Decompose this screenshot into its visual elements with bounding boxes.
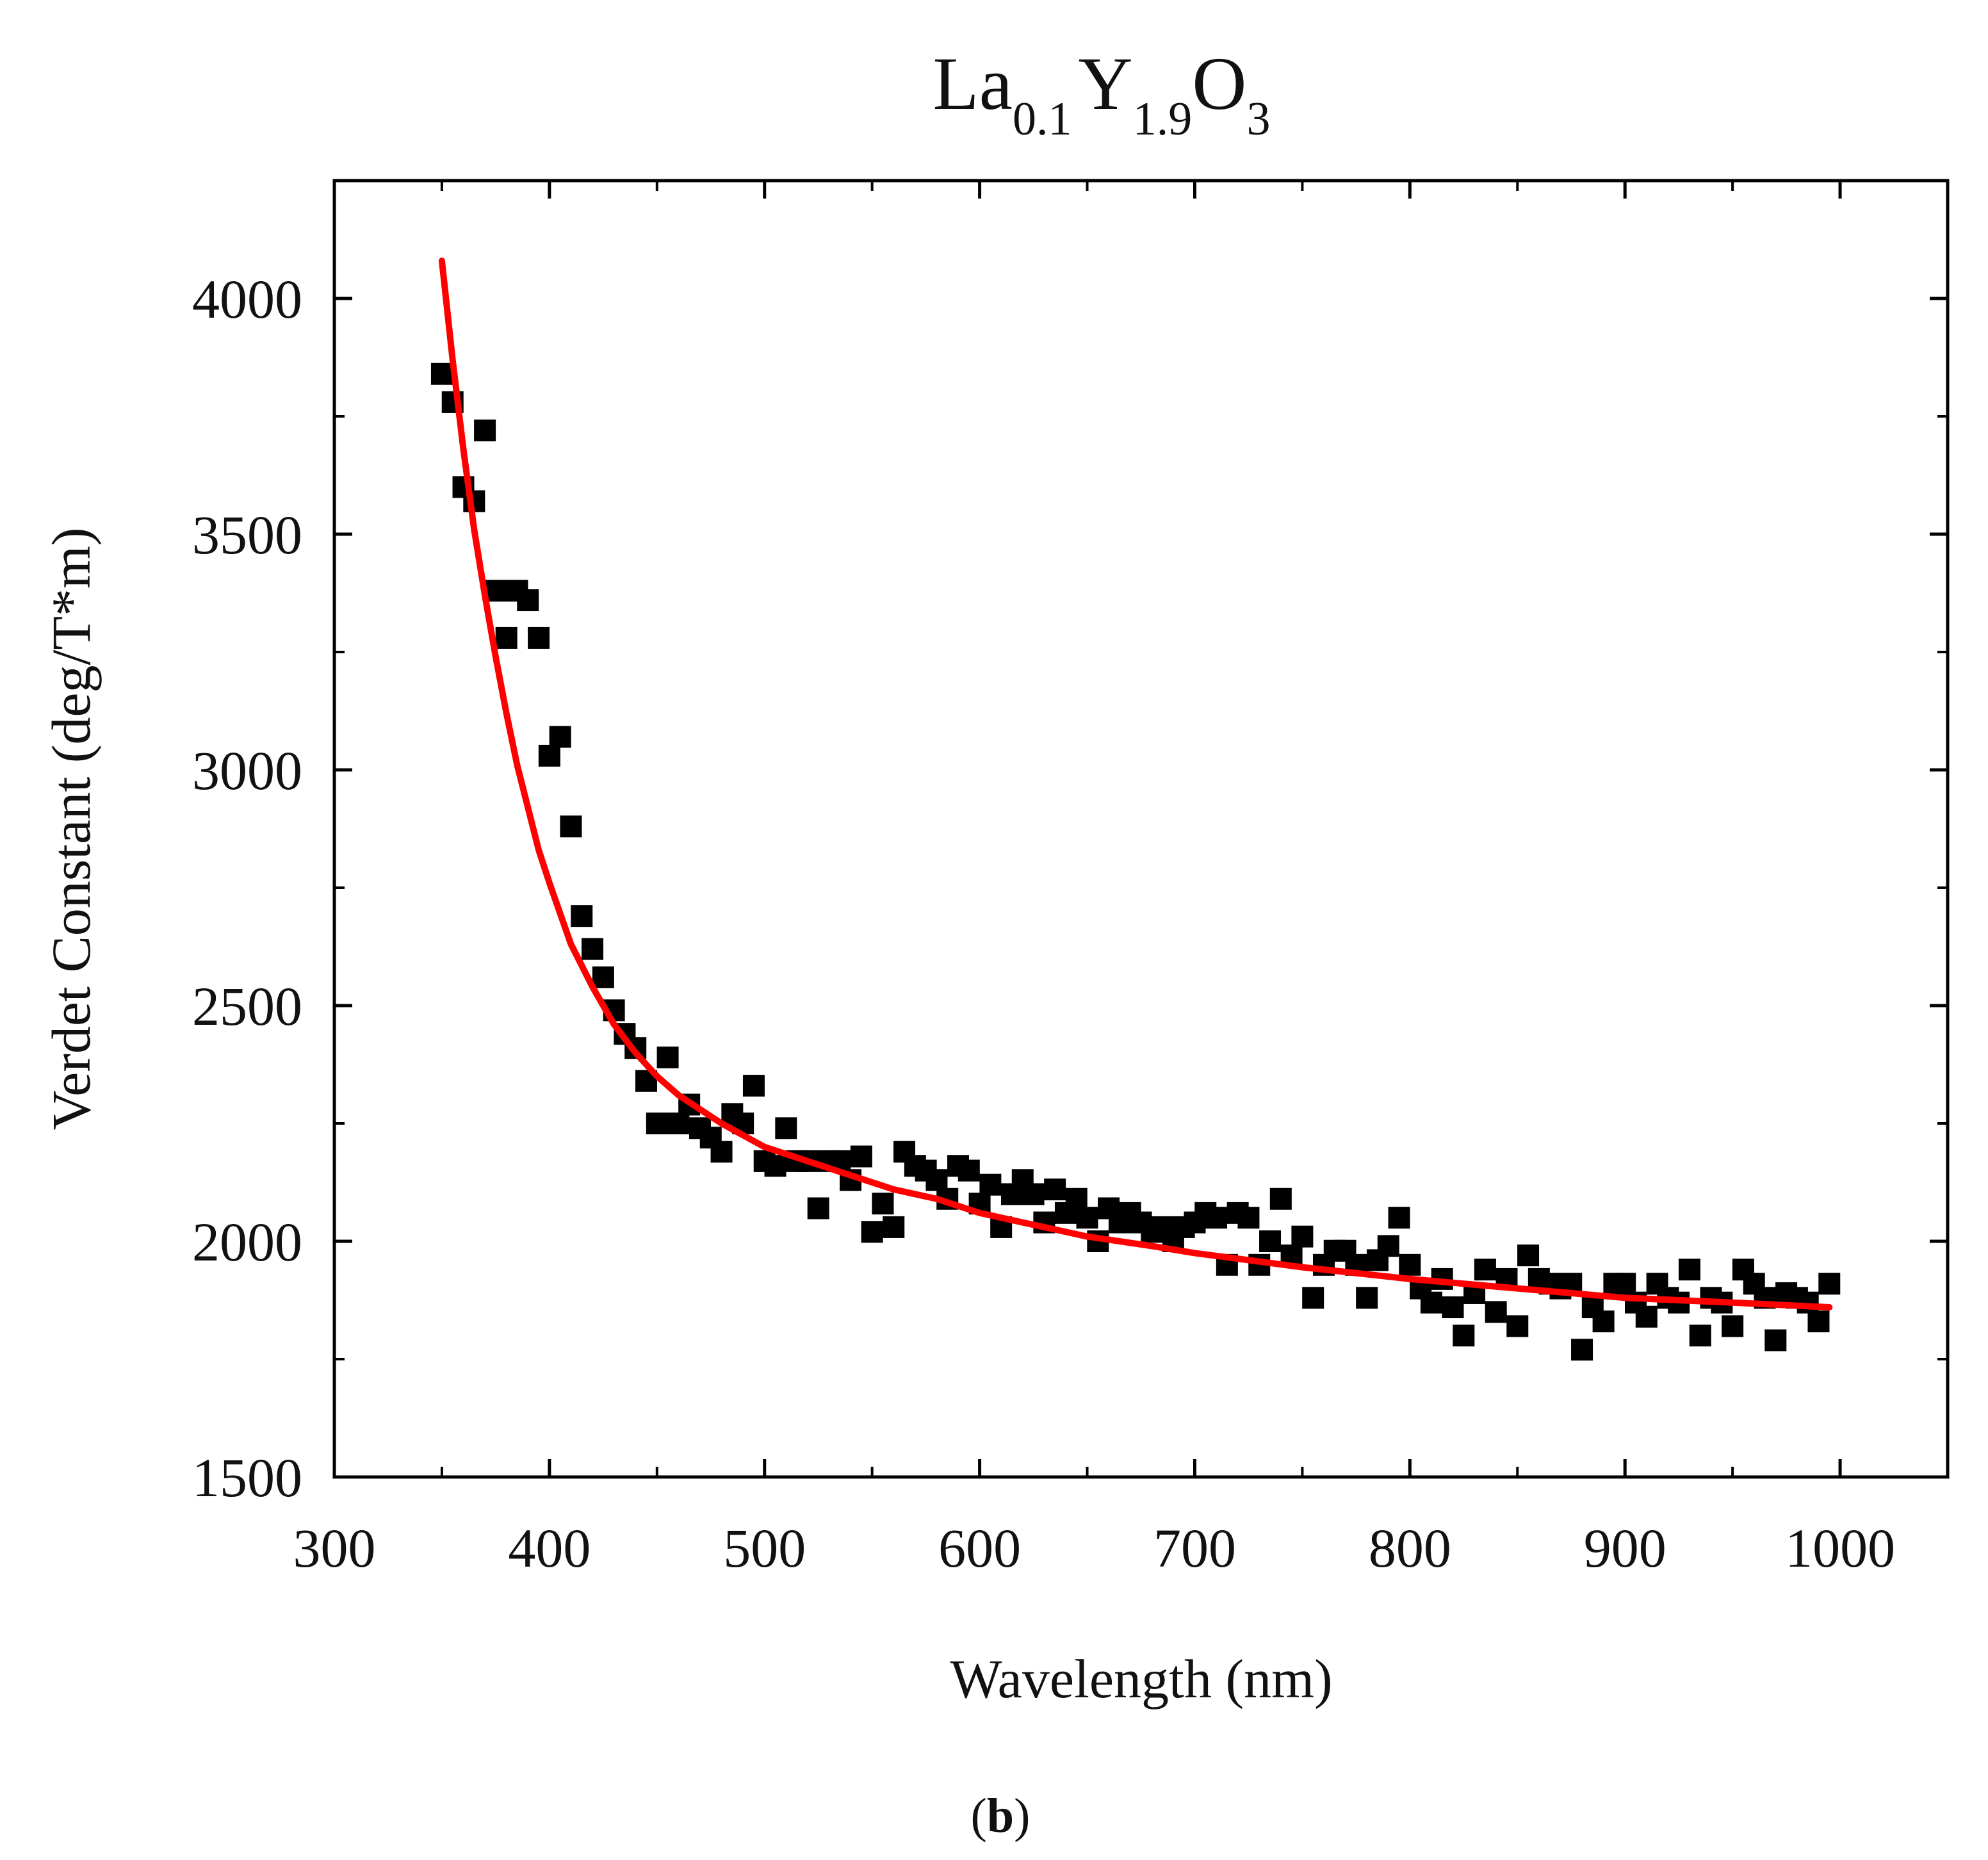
data-point <box>850 1145 872 1168</box>
data-point <box>742 1075 765 1097</box>
x-tick-label: 400 <box>508 1517 591 1579</box>
data-point <box>646 1113 668 1134</box>
data-point <box>1302 1287 1324 1309</box>
x-tick-label: 600 <box>938 1517 1021 1579</box>
panel-caption: (b) <box>971 1789 1031 1843</box>
data-point <box>1269 1187 1292 1210</box>
title-part-4: O <box>1192 42 1246 126</box>
y-tick-label: 3500 <box>192 504 302 566</box>
y-tick-label: 4000 <box>192 268 302 330</box>
data-point <box>560 815 582 838</box>
data-point <box>1259 1230 1282 1252</box>
data-point <box>517 589 539 612</box>
data-point <box>1205 1207 1228 1229</box>
data-point <box>1420 1291 1442 1314</box>
data-point <box>430 363 453 385</box>
y-axis: 1500 2000 2500 3000 3500 4000 <box>192 179 1948 1508</box>
title-part-5: 3 <box>1246 93 1270 145</box>
x-tick-label: 300 <box>293 1517 376 1579</box>
x-tick-label: 700 <box>1153 1517 1236 1579</box>
data-point <box>474 420 496 442</box>
data-point <box>1689 1325 1711 1347</box>
x-tick-label: 500 <box>723 1517 806 1579</box>
data-point <box>592 966 614 988</box>
data-point <box>1474 1259 1496 1281</box>
data-point <box>1818 1273 1841 1295</box>
caption-open: ( <box>971 1789 987 1843</box>
data-point <box>979 1173 1002 1196</box>
x-tick-label: 900 <box>1584 1517 1666 1579</box>
data-point <box>1635 1305 1658 1328</box>
data-point <box>1237 1207 1260 1229</box>
x-axis-label: Wavelength (nm) <box>950 1648 1332 1709</box>
x-tick-label: 800 <box>1369 1517 1451 1579</box>
y-axis-label: Verdet Constant (deg/T*m) <box>40 527 102 1130</box>
y-tick-label: 2000 <box>192 1211 302 1273</box>
data-point <box>1022 1183 1045 1205</box>
data-point <box>957 1159 980 1182</box>
data-point <box>1442 1296 1464 1319</box>
data-point <box>1388 1207 1410 1229</box>
data-point <box>1506 1315 1529 1337</box>
chart-title: La0.1Y1.9O3 <box>933 42 1271 145</box>
data-point <box>1044 1179 1066 1201</box>
data-point <box>1592 1310 1615 1333</box>
data-point <box>1807 1310 1830 1333</box>
data-point <box>807 1197 829 1220</box>
data-point <box>1453 1325 1475 1347</box>
data-point <box>528 626 550 649</box>
data-point <box>1571 1339 1593 1361</box>
fit-line <box>438 257 1833 1310</box>
data-point <box>872 1193 894 1215</box>
plot-area <box>332 179 1950 1479</box>
data-point <box>571 905 593 927</box>
title-part-0: La <box>933 42 1013 126</box>
data-point <box>582 938 604 960</box>
data-point <box>1356 1287 1378 1309</box>
data-point <box>710 1141 733 1163</box>
data-point <box>549 726 571 748</box>
data-point <box>1614 1273 1636 1295</box>
data-point <box>1678 1259 1700 1281</box>
data-point <box>1291 1225 1314 1248</box>
data-point <box>1377 1235 1399 1257</box>
y-tick-label: 2500 <box>192 975 302 1037</box>
data-point <box>1065 1187 1088 1210</box>
title-part-1: 0.1 <box>1013 93 1072 145</box>
caption-letter: b <box>987 1789 1014 1843</box>
data-point <box>495 626 517 649</box>
data-point <box>764 1155 786 1177</box>
data-points <box>430 363 1841 1361</box>
data-point <box>883 1216 905 1238</box>
data-point <box>775 1117 797 1139</box>
data-point <box>1485 1301 1507 1323</box>
data-point <box>656 1046 679 1068</box>
data-point <box>1517 1244 1540 1267</box>
data-point <box>667 1113 690 1134</box>
data-point <box>925 1169 948 1191</box>
data-point <box>1076 1207 1098 1229</box>
data-point <box>861 1221 883 1243</box>
title-part-2: Y <box>1079 42 1133 126</box>
title-part-3: 1.9 <box>1133 93 1193 145</box>
data-point <box>1764 1329 1787 1351</box>
y-tick-label: 1500 <box>192 1447 302 1508</box>
y-tick-label: 3000 <box>192 740 302 801</box>
caption-close: ) <box>1014 1789 1030 1843</box>
data-point <box>1399 1253 1421 1276</box>
data-point <box>1722 1315 1744 1337</box>
data-point <box>538 744 560 767</box>
data-point <box>1797 1291 1819 1314</box>
x-axis: 300 400 500 600 700 800 900 1000 <box>293 181 1949 1579</box>
x-tick-label: 1000 <box>1785 1517 1895 1579</box>
